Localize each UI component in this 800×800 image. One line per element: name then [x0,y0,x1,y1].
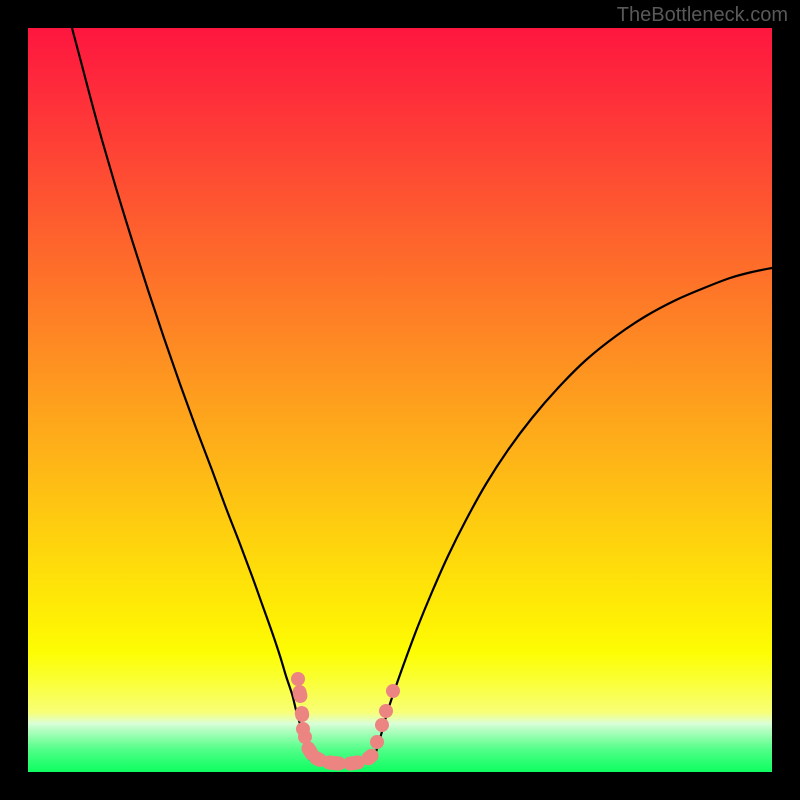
data-markers [291,672,400,771]
curve-layer [28,28,772,772]
left-curve [72,28,310,760]
plot-area [28,28,772,772]
right-curve [374,268,772,760]
watermark-text: TheBottleneck.com [617,4,788,27]
